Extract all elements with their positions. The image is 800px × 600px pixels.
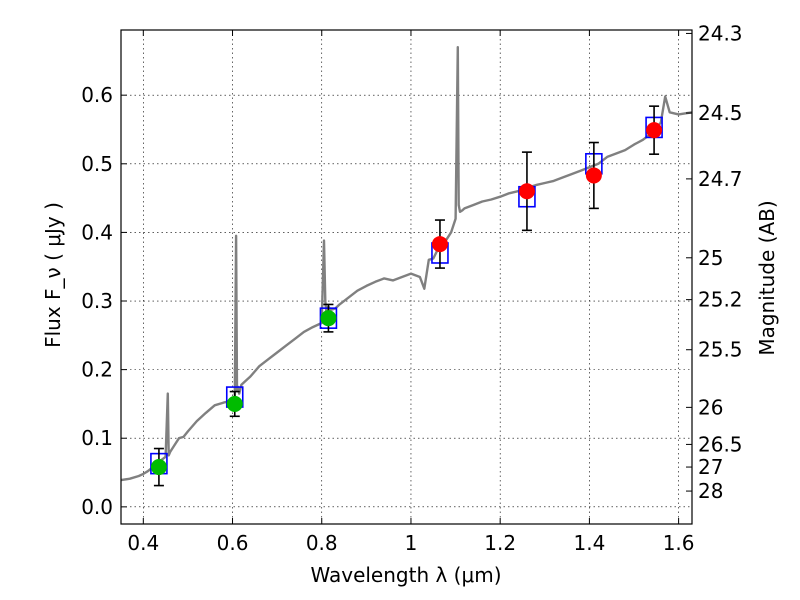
data-point bbox=[431, 236, 448, 253]
data-point bbox=[585, 167, 602, 184]
y-tick-label: 0.1 bbox=[81, 426, 113, 450]
y-tick-label: 0.0 bbox=[81, 495, 113, 519]
x-tick-label: 0.4 bbox=[127, 531, 159, 555]
spectrum-line bbox=[120, 46, 693, 482]
right-axis-label: Magnitude (AB) bbox=[755, 200, 779, 355]
y-axis-label: Flux F_ν ( μJy ) bbox=[41, 202, 65, 348]
y-tick-label: 0.5 bbox=[81, 152, 113, 176]
right-tick-label: 24.7 bbox=[698, 167, 743, 191]
right-axis-label-text: Magnitude (AB) bbox=[755, 200, 779, 355]
plot-area bbox=[120, 46, 693, 487]
data-point bbox=[646, 122, 663, 139]
data-point bbox=[226, 395, 243, 412]
ticks: 0.4 0.6 0.8 1 1.2 1.4 1.6 0.0 0.1 0.2 0.3 0.4 0.5 0.6… bbox=[81, 21, 742, 555]
x-axis-label: Wavelength λ (μm) bbox=[310, 563, 501, 587]
x-tick-label: 1 bbox=[405, 531, 418, 555]
right-tick-label: 24.3 bbox=[698, 21, 743, 45]
x-tick-label: 1.4 bbox=[573, 531, 605, 555]
right-tick-label: 27 bbox=[698, 455, 723, 479]
y-tick-label: 0.3 bbox=[81, 289, 113, 313]
x-tick-label: 0.8 bbox=[306, 531, 338, 555]
right-tick-label: 26.5 bbox=[698, 432, 743, 456]
y-tick-label: 0.4 bbox=[81, 220, 113, 244]
axes-frame bbox=[120, 29, 693, 525]
right-tick-label: 25.5 bbox=[698, 338, 743, 362]
grid bbox=[121, 30, 692, 524]
x-tick-label: 0.6 bbox=[217, 531, 249, 555]
data-point bbox=[320, 310, 337, 327]
y-axis-label-text: Flux F_ν ( μJy ) bbox=[41, 202, 65, 348]
x-tick-label: 1.2 bbox=[484, 531, 516, 555]
right-tick-label: 25 bbox=[698, 246, 723, 270]
x-tick-label: 1.6 bbox=[663, 531, 695, 555]
data-point bbox=[150, 459, 167, 476]
right-tick-label: 25.2 bbox=[698, 288, 743, 312]
x-axis-label-text: Wavelength λ (μm) bbox=[310, 563, 501, 587]
right-tick-label: 28 bbox=[698, 479, 723, 503]
y-tick-label: 0.6 bbox=[81, 83, 113, 107]
right-tick-label: 26 bbox=[698, 395, 723, 419]
right-tick-label: 24.5 bbox=[698, 101, 743, 125]
y-tick-label: 0.2 bbox=[81, 358, 113, 382]
data-point bbox=[518, 183, 535, 200]
